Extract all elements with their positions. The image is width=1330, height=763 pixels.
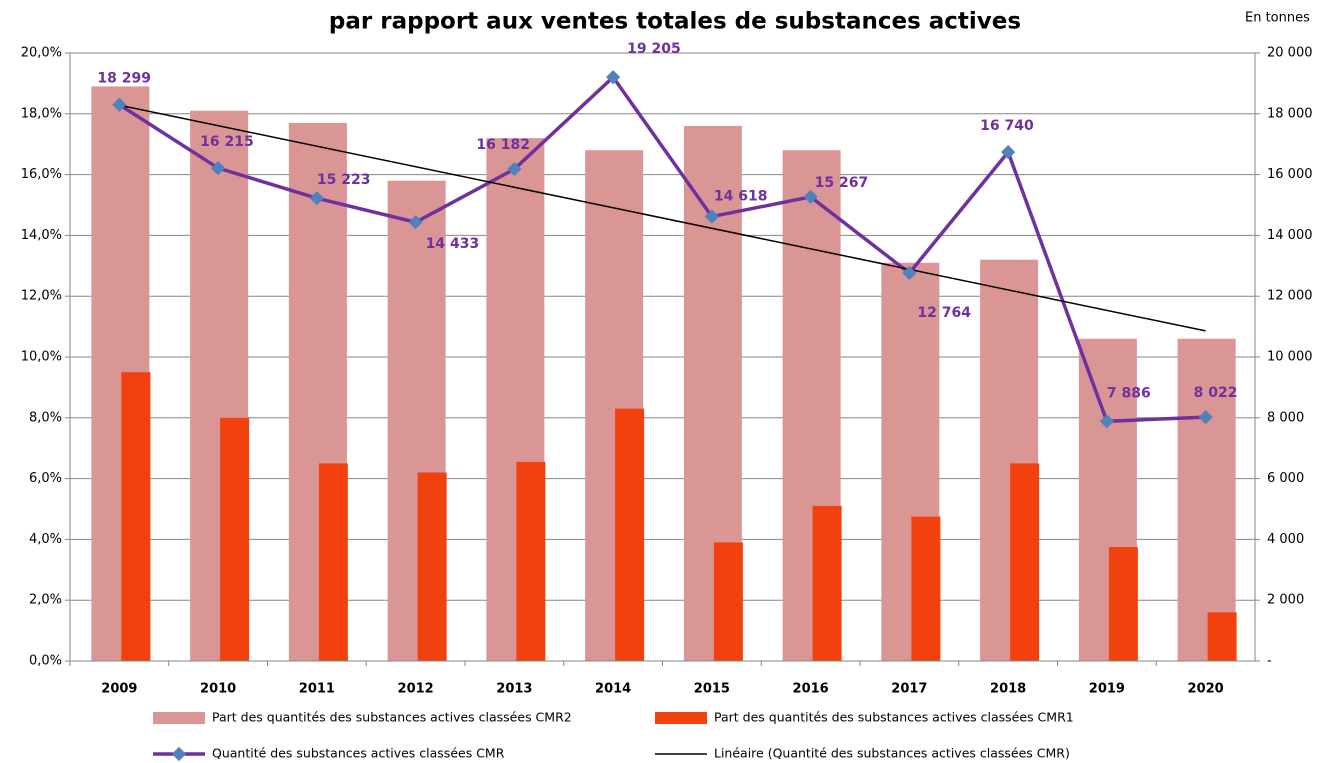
- x-tick-label: 2017: [891, 682, 927, 697]
- bar: [1108, 547, 1138, 661]
- data-label: 16 215: [200, 134, 254, 150]
- line-marker: [803, 189, 818, 204]
- data-label: 14 433: [426, 236, 480, 252]
- line-series: [118, 74, 1206, 424]
- legend-swatch: [153, 712, 205, 724]
- bar: [220, 417, 250, 661]
- line-marker: [704, 209, 719, 224]
- y-tick-label: 4,0%: [29, 532, 62, 547]
- bar: [911, 516, 941, 661]
- data-label: 16 740: [980, 118, 1034, 134]
- data-label: 15 223: [317, 172, 371, 188]
- bar: [812, 505, 842, 661]
- line-marker: [309, 191, 324, 206]
- legend-label: Quantité des substances actives classées…: [212, 746, 505, 761]
- y2-tick-label: 20 000: [1267, 46, 1313, 61]
- legend-marker: [171, 746, 187, 762]
- y-tick-label: 14,0%: [21, 228, 62, 243]
- trendline: [119, 104, 1206, 332]
- bar: [615, 408, 645, 661]
- line-marker: [1001, 145, 1016, 160]
- bar: [1010, 463, 1040, 661]
- data-label: 7 886: [1107, 385, 1151, 401]
- data-label: 12 764: [917, 305, 971, 321]
- line-marker: [902, 265, 917, 281]
- x-tick-label: 2010: [200, 682, 236, 697]
- y2-tick-label: 12 000: [1267, 289, 1313, 304]
- line-marker: [606, 70, 621, 85]
- y2-tick-label: 16 000: [1267, 167, 1313, 182]
- x-tick-label: 2016: [793, 682, 829, 697]
- data-label: 14 618: [714, 189, 768, 205]
- bar: [1177, 338, 1236, 661]
- line-marker: [1099, 414, 1114, 429]
- y-tick-label: 12,0%: [21, 289, 62, 304]
- y2-tick-label: -: [1267, 654, 1272, 669]
- x-tick-label: 2013: [496, 682, 532, 697]
- x-tick-label: 2012: [398, 682, 434, 697]
- y-tick-label: 0,0%: [29, 654, 62, 669]
- y2-tick-label: 4 000: [1267, 532, 1304, 547]
- legend-label: Part des quantités des substances active…: [212, 710, 572, 725]
- y2-tick-label: 18 000: [1267, 106, 1313, 121]
- bar: [713, 542, 743, 661]
- y-tick-label: 20,0%: [21, 46, 62, 61]
- x-tick-label: 2009: [101, 682, 137, 697]
- x-tick-label: 2015: [694, 682, 730, 697]
- line-marker: [1198, 410, 1213, 425]
- y-tick-label: 10,0%: [21, 350, 62, 365]
- legend-swatch: [655, 712, 707, 724]
- y2-tick-label: 8 000: [1267, 410, 1304, 425]
- y2-tick-label: 10 000: [1267, 350, 1313, 365]
- line-marker: [408, 215, 423, 230]
- x-tick-label: 2020: [1188, 682, 1224, 697]
- y2-tick-label: 2 000: [1267, 593, 1304, 608]
- x-tick-label: 2014: [595, 682, 631, 697]
- y-tick-label: 16,0%: [21, 167, 62, 182]
- data-label: 18 299: [97, 71, 151, 87]
- bar: [318, 463, 348, 661]
- legend-label: Linéaire (Quantité des substances active…: [714, 746, 1070, 761]
- y-tick-label: 6,0%: [29, 471, 62, 486]
- bar: [121, 372, 151, 661]
- y2-tick-label: 14 000: [1267, 228, 1313, 243]
- y2-tick-label: 6 000: [1267, 471, 1304, 486]
- x-tick-label: 2019: [1089, 682, 1125, 697]
- bar: [1207, 612, 1237, 661]
- x-tick-label: 2011: [299, 682, 335, 697]
- line-marker: [507, 161, 522, 177]
- y-tick-label: 8,0%: [29, 410, 62, 425]
- data-label: 8 022: [1194, 385, 1238, 401]
- line-marker: [211, 160, 226, 176]
- y-tick-label: 18,0%: [21, 106, 62, 121]
- legend-label: Part des quantités des substances active…: [714, 710, 1074, 725]
- data-label: 15 267: [815, 175, 869, 191]
- x-tick-label: 2018: [990, 682, 1026, 697]
- unit-note: En tonnes: [1245, 11, 1310, 26]
- bar: [516, 461, 546, 661]
- chart-title: par rapport aux ventes totales de substa…: [329, 9, 1021, 35]
- data-label: 19 205: [627, 41, 681, 57]
- data-label: 16 182: [476, 137, 530, 153]
- bar: [417, 472, 447, 661]
- y-tick-label: 2,0%: [29, 593, 62, 608]
